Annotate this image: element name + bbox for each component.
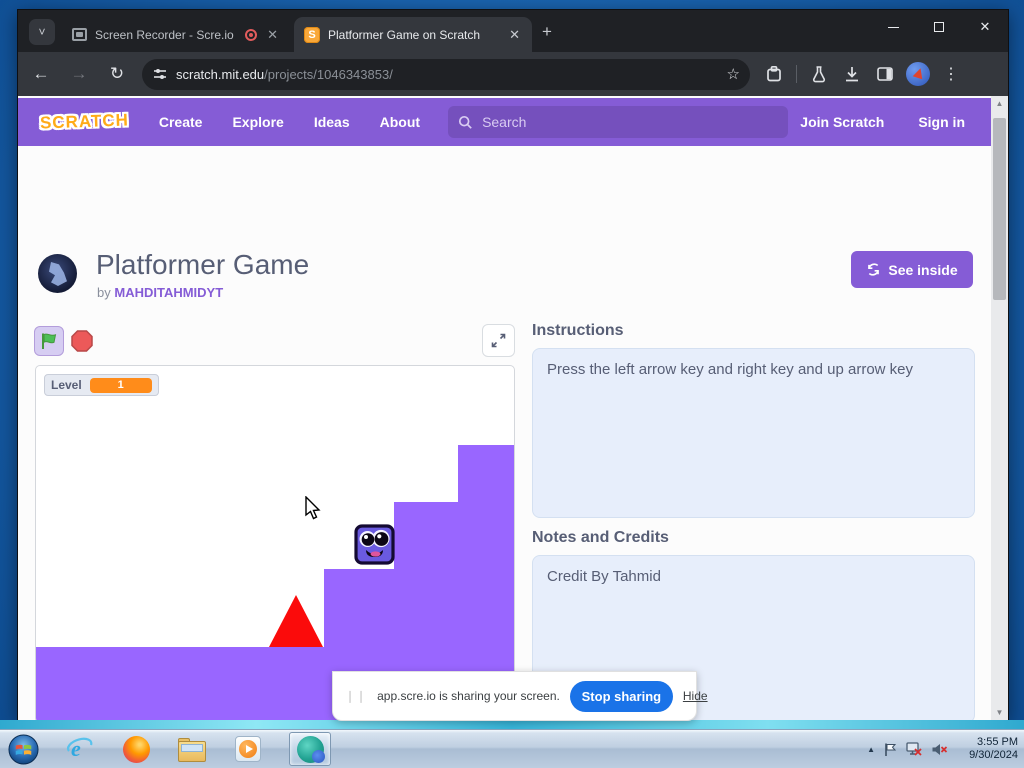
extensions-icon[interactable] xyxy=(760,60,788,88)
forward-icon[interactable]: → xyxy=(70,64,88,83)
new-tab-button[interactable]: + xyxy=(542,22,552,41)
author-link[interactable]: MAHDITAHMIDYT xyxy=(114,285,224,300)
profile-avatar[interactable] xyxy=(904,60,932,88)
media-player-icon xyxy=(235,736,261,762)
side-panel-icon[interactable] xyxy=(871,60,899,88)
url-text[interactable]: scratch.mit.edu/projects/1046343853/ xyxy=(176,66,393,82)
level-variable-monitor[interactable]: Level 1 xyxy=(44,374,159,396)
project-byline: by MAHDITAHMIDYT xyxy=(97,285,224,300)
browser-window: ˅ Screen Recorder - Scre.io ✕ S Platform… xyxy=(18,10,1008,720)
mouse-cursor xyxy=(305,496,321,520)
address-bar[interactable]: scratch.mit.edu/projects/1046343853/ ☆ xyxy=(142,58,750,90)
clock-date: 9/30/2024 xyxy=(969,749,1018,761)
internet-explorer-icon: e xyxy=(67,736,93,761)
player-character-sprite xyxy=(354,524,395,565)
taskbar-internet-explorer[interactable]: e xyxy=(65,734,95,764)
hide-link[interactable]: Hide xyxy=(682,689,708,703)
screen-recorder-app-icon xyxy=(296,735,325,763)
window-controls: ✕ xyxy=(870,10,1008,44)
author-avatar[interactable] xyxy=(38,254,77,293)
scratch-project-page: SCRATCH Create Explore Ideas About Searc… xyxy=(18,96,991,720)
action-center-flag-icon[interactable] xyxy=(883,742,898,757)
taskbar-media-player[interactable] xyxy=(233,734,263,764)
tab-screen-recorder[interactable]: Screen Recorder - Scre.io ✕ xyxy=(62,17,290,52)
nav-sign-in[interactable]: Sign in xyxy=(918,114,965,130)
taskbar-clock[interactable]: 3:55 PM 9/30/2024 xyxy=(960,736,1018,762)
bookmark-star-icon[interactable]: ☆ xyxy=(726,66,740,83)
taskbar-file-explorer[interactable] xyxy=(177,734,207,764)
desktop-wallpaper-strip xyxy=(0,720,1024,729)
instructions-heading: Instructions xyxy=(532,322,624,339)
nav-create[interactable]: Create xyxy=(158,114,203,130)
browser-toolbar: ← → ↻ scratch.mit.edu/projects/104634385… xyxy=(18,52,1008,96)
tab-chevron-button[interactable]: ˅ xyxy=(29,19,55,45)
start-button[interactable] xyxy=(8,733,39,765)
svg-text:e: e xyxy=(71,736,81,761)
stop-sign-icon xyxy=(71,330,93,352)
taskbar-active-app[interactable] xyxy=(289,732,331,766)
reload-icon[interactable]: ↻ xyxy=(109,64,125,83)
nav-join-scratch[interactable]: Join Scratch xyxy=(800,114,885,130)
screen-share-toast: ❘❘ app.scre.io is sharing your screen. S… xyxy=(332,671,708,721)
clock-time: 3:55 PM xyxy=(977,736,1018,748)
scroll-down-arrow[interactable]: ▼ xyxy=(995,708,1004,717)
scroll-up-arrow[interactable]: ▲ xyxy=(995,99,1004,108)
nav-ideas[interactable]: Ideas xyxy=(313,114,350,130)
search-placeholder: Search xyxy=(482,114,527,130)
share-message: app.scre.io is sharing your screen. xyxy=(377,689,560,703)
tab-close-icon[interactable]: ✕ xyxy=(267,26,278,42)
search-icon xyxy=(459,115,472,129)
page-scrollbar[interactable]: ▲ ▼ xyxy=(991,96,1008,720)
toolbar-actions: ⋮ xyxy=(760,60,965,88)
screen-recorder-favicon xyxy=(72,28,87,41)
firefox-icon xyxy=(122,735,150,763)
drag-handle-icon[interactable]: ❘❘ xyxy=(345,689,368,703)
site-settings-icon[interactable] xyxy=(152,66,168,82)
recording-indicator-icon xyxy=(245,28,258,41)
nav-explore[interactable]: Explore xyxy=(232,114,284,130)
stop-button[interactable] xyxy=(70,329,94,353)
green-flag-button[interactable] xyxy=(34,326,64,356)
game-stage[interactable]: Level 1 xyxy=(35,365,515,720)
red-spike xyxy=(269,595,323,647)
notes-heading: Notes and Credits xyxy=(532,529,669,546)
green-flag-icon xyxy=(42,333,57,349)
tab-strip: ˅ Screen Recorder - Scre.io ✕ S Platform… xyxy=(18,10,1008,52)
maximize-button[interactable] xyxy=(916,10,962,44)
toolbar-separator xyxy=(796,65,797,83)
nav-about[interactable]: About xyxy=(379,114,421,130)
tab-platformer-game[interactable]: S Platformer Game on Scratch ✕ xyxy=(294,17,532,52)
variable-value: 1 xyxy=(89,377,152,393)
tab-close-icon[interactable]: ✕ xyxy=(509,26,520,42)
folder-icon xyxy=(178,737,206,762)
network-status-icon[interactable] xyxy=(906,741,923,757)
scrollbar-thumb[interactable] xyxy=(993,118,1006,300)
tab-title: Screen Recorder - Scre.io xyxy=(95,27,234,42)
scratch-favicon: S xyxy=(304,26,320,43)
menu-kebab-icon[interactable]: ⋮ xyxy=(943,66,959,83)
tab-title: Platformer Game on Scratch xyxy=(328,27,481,42)
fullscreen-button[interactable] xyxy=(482,324,515,357)
fullscreen-icon xyxy=(491,333,506,348)
volume-muted-icon[interactable] xyxy=(931,742,948,757)
taskbar-firefox[interactable] xyxy=(121,734,151,764)
system-tray: ▲ 3:55 PM 9/30/2024 xyxy=(867,736,1018,762)
windows-taskbar: e ▲ 3:55 PM 9/30/2024 xyxy=(0,729,1024,768)
downloads-icon[interactable] xyxy=(838,60,866,88)
back-icon[interactable]: ← xyxy=(32,64,50,83)
instructions-box: Press the left arrow key and right key a… xyxy=(532,348,975,518)
scratch-navbar: SCRATCH Create Explore Ideas About Searc… xyxy=(18,98,991,146)
see-inside-icon xyxy=(868,263,880,276)
minimize-button[interactable] xyxy=(870,10,916,44)
scratch-logo[interactable]: SCRATCH xyxy=(39,110,130,133)
see-inside-button[interactable]: See inside xyxy=(851,251,973,288)
search-input[interactable]: Search xyxy=(448,106,789,138)
show-hidden-icons-chevron[interactable]: ▲ xyxy=(867,744,875,754)
variable-label: Level xyxy=(51,378,82,392)
experiments-beaker-icon[interactable] xyxy=(805,60,833,88)
stop-sharing-button[interactable]: Stop sharing xyxy=(569,680,673,712)
close-button[interactable]: ✕ xyxy=(979,19,991,34)
project-title: Platformer Game xyxy=(96,249,310,280)
